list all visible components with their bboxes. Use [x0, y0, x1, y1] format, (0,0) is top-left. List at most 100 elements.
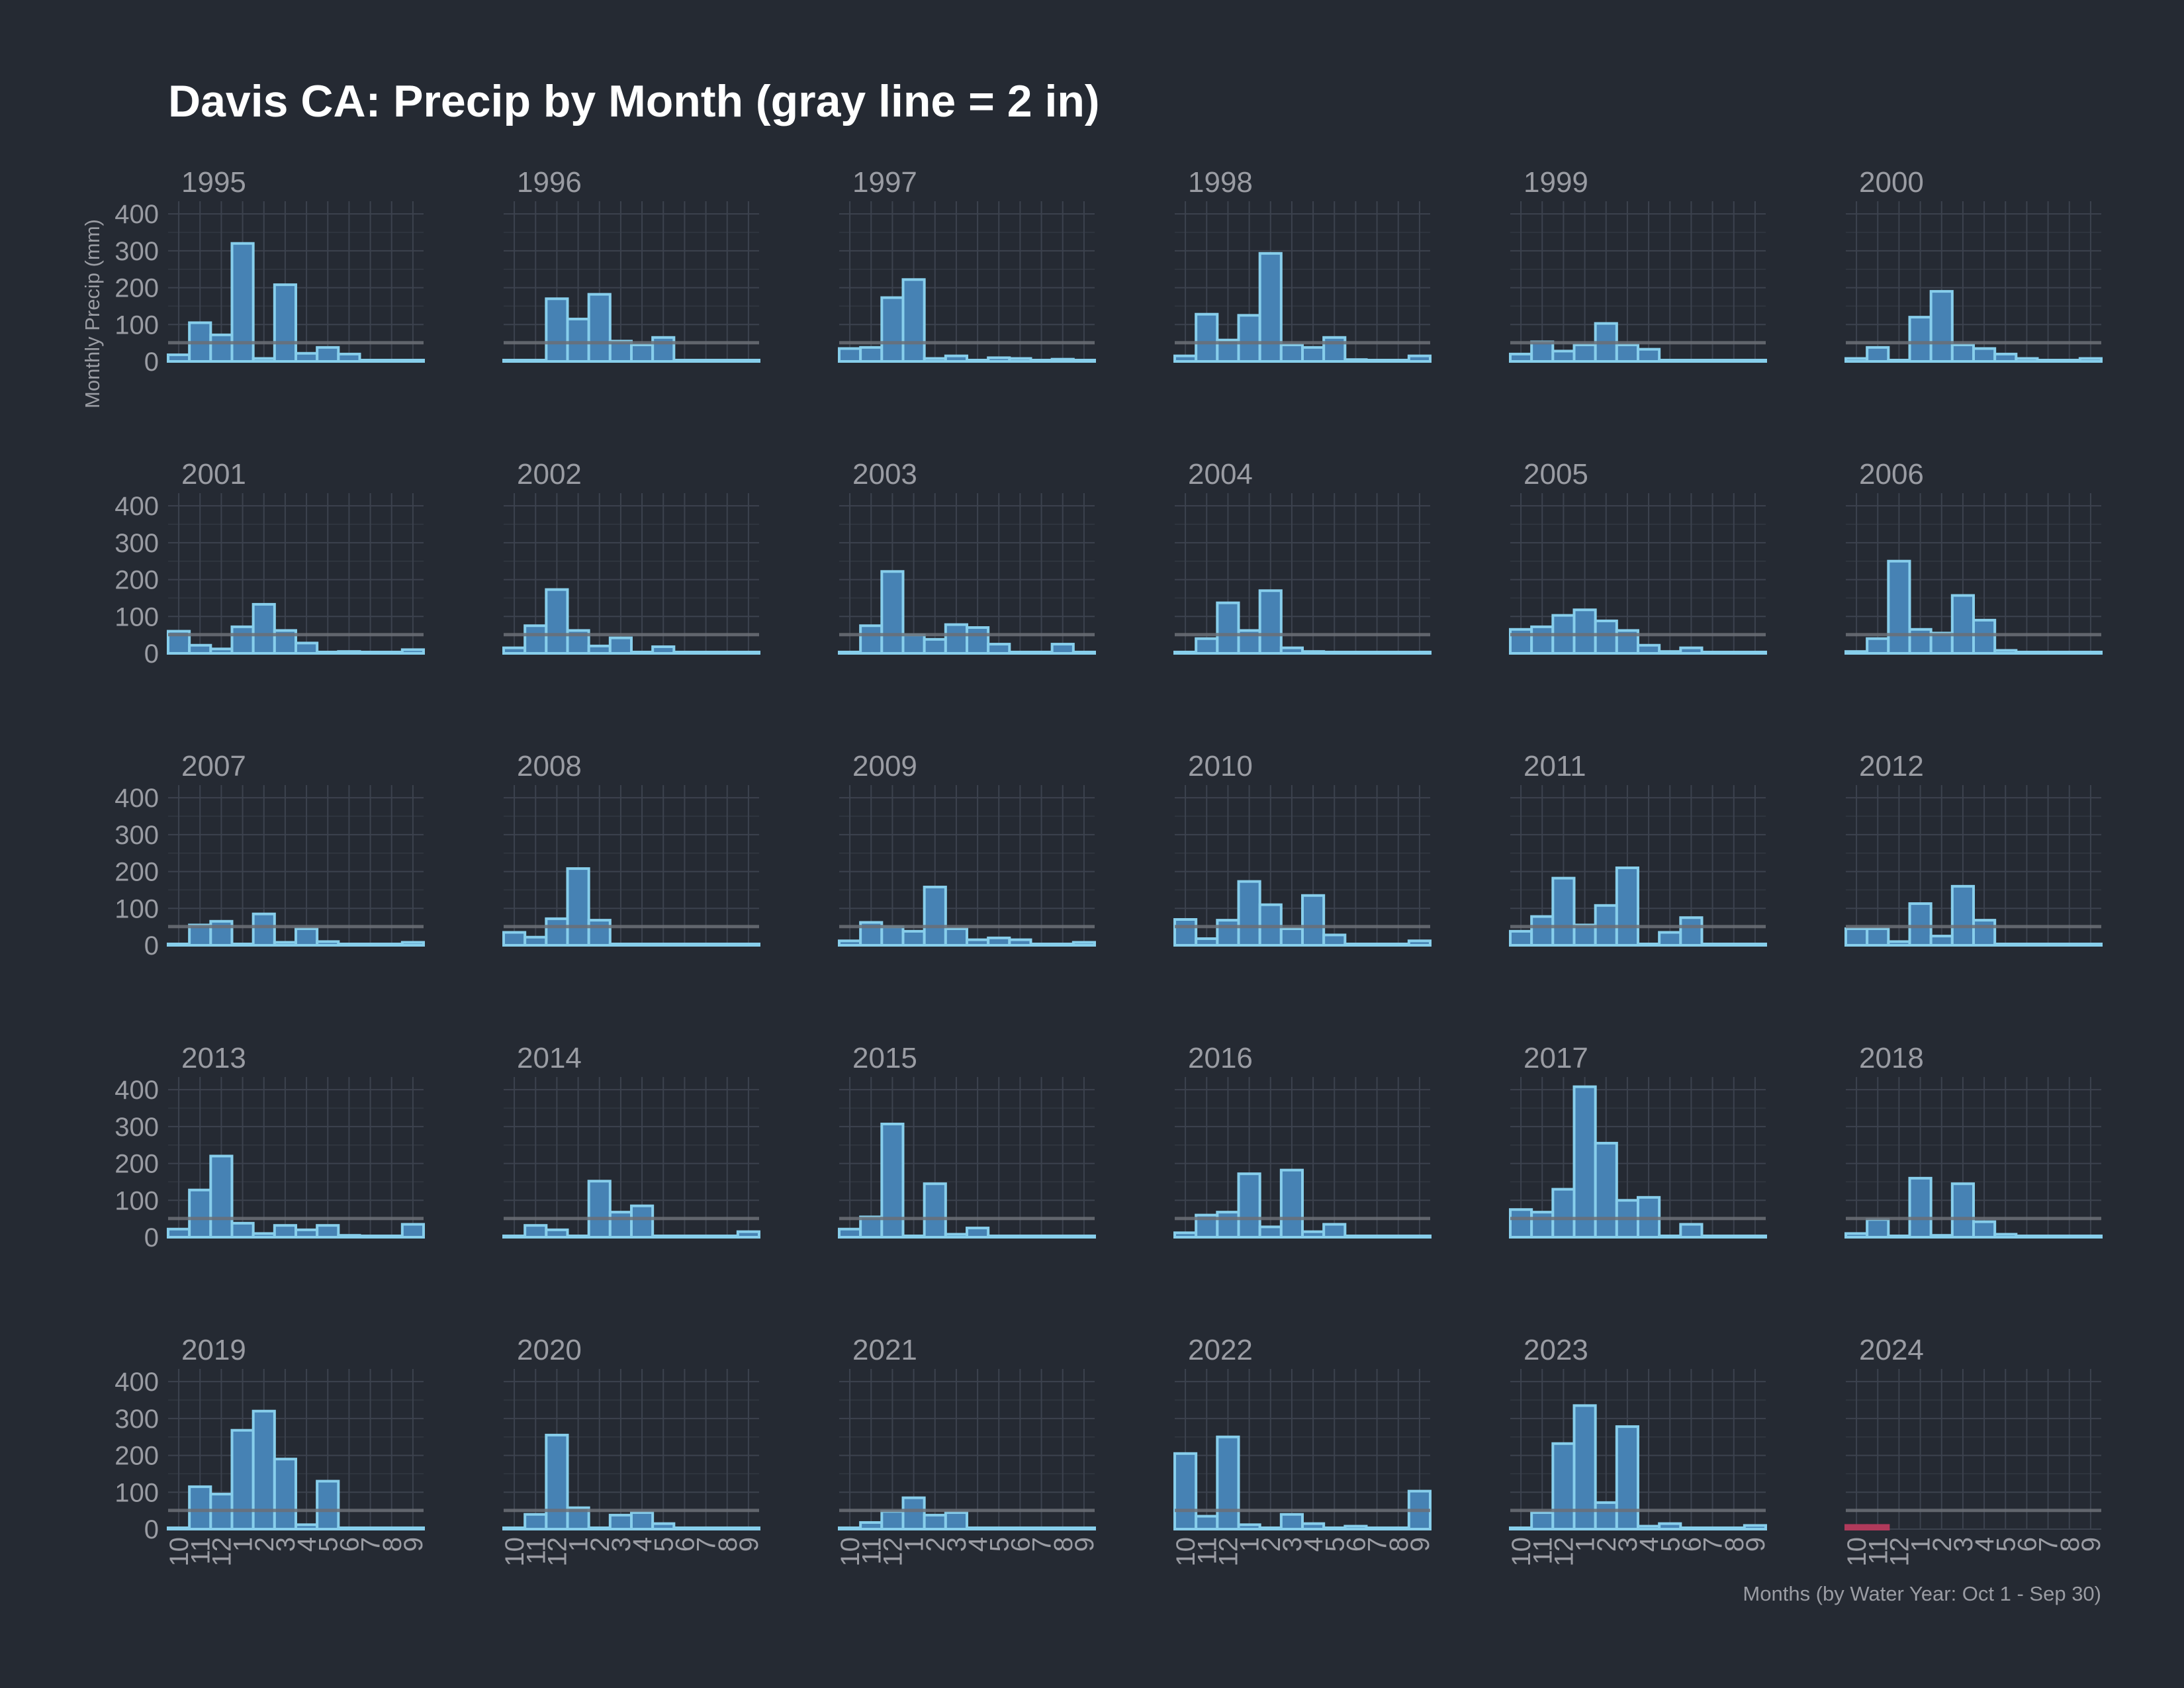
y-tick-label: 200 — [114, 566, 159, 595]
bar-2013-m11 — [188, 1188, 212, 1239]
x-tick-label: 3 — [1614, 1537, 1643, 1552]
bar-2011-m7 — [1700, 943, 1725, 947]
bar-2017-m12 — [1551, 1188, 1576, 1239]
panel-2018: 2018 — [1844, 1042, 2103, 1239]
bar-2002-m8 — [715, 651, 739, 655]
x-tick-label: 12 — [1549, 1537, 1578, 1567]
y-tick-label: 200 — [114, 1150, 159, 1179]
bar-2009-m6 — [1008, 938, 1032, 947]
bar-2004-m12 — [1216, 601, 1240, 655]
panel-title: 2024 — [1859, 1334, 1924, 1366]
panel-title: 2013 — [181, 1042, 246, 1074]
bar-2004-m4 — [1301, 650, 1326, 655]
bar-2002-m6 — [672, 651, 697, 655]
bar-2010-m4 — [1301, 894, 1326, 947]
panel-1997: 1997 — [838, 166, 1097, 363]
panel-2008: 2008 — [502, 750, 761, 947]
bar-2001-m12 — [209, 647, 234, 655]
bar-2014-m2 — [587, 1180, 612, 1239]
x-tick-label: 5 — [1656, 1537, 1685, 1552]
x-tick-label: 11 — [186, 1537, 215, 1565]
x-tick-label: 11 — [857, 1537, 886, 1565]
bar-2020-m5 — [651, 1522, 676, 1530]
bar-1998-m3 — [1279, 343, 1304, 363]
bar-1998-m1 — [1237, 314, 1261, 363]
bar-2022-m8 — [1386, 1526, 1410, 1530]
x-tick-label: 9 — [1070, 1537, 1099, 1552]
panel-title: 2000 — [1859, 166, 1924, 199]
bar-2014-m4 — [630, 1204, 655, 1239]
bar-2013-m8 — [379, 1235, 404, 1239]
y-tick-label: 400 — [114, 1076, 159, 1105]
bar-1995-m4 — [295, 352, 319, 363]
x-tick-label: 6 — [2013, 1537, 2042, 1552]
bar-2002-m2 — [587, 644, 612, 655]
bar-1998-m9 — [1407, 354, 1432, 363]
bar-2019-m8 — [379, 1526, 404, 1530]
bar-1995-m6 — [337, 352, 361, 363]
bar-2013-m7 — [358, 1235, 383, 1239]
bar-1997-m9 — [1071, 359, 1097, 363]
bar-2009-m7 — [1029, 943, 1054, 947]
panel-title: 1997 — [852, 166, 917, 199]
bar-2011-m11 — [1530, 915, 1555, 947]
bar-2001-m8 — [379, 651, 404, 655]
bar-1995-m3 — [273, 283, 298, 363]
x-tick-label: 10 — [836, 1537, 865, 1567]
x-tick-label: 7 — [1363, 1537, 1392, 1552]
bar-2005-m7 — [1700, 651, 1725, 655]
panel-1995: 1995 0 100 200 300 400 — [114, 166, 425, 377]
y-tick-label: 300 — [114, 821, 159, 850]
bar-2010-m9 — [1407, 939, 1432, 947]
panel-title: 2004 — [1188, 458, 1253, 491]
panel-2000: 2000 — [1844, 166, 2103, 363]
panel-2001: 2001 0 100 200 300 400 — [114, 458, 425, 669]
bar-2022-m5 — [1322, 1526, 1347, 1530]
bar-2012-m3 — [1950, 884, 1975, 947]
bar-2008-m1 — [566, 867, 590, 947]
bar-2003-m4 — [966, 626, 990, 655]
bar-1997-m3 — [944, 354, 969, 363]
bar-2011-m12 — [1551, 876, 1576, 947]
bar-2015-m1 — [901, 1235, 926, 1239]
x-tick-label: 10 — [1171, 1537, 1201, 1567]
panel-2012: 2012 — [1844, 750, 2103, 947]
bar-2016-m4 — [1301, 1230, 1326, 1239]
bar-1997-m11 — [859, 346, 884, 363]
bar-2001-m6 — [337, 650, 361, 655]
bar-2004-m6 — [1343, 651, 1368, 655]
panel-title: 1995 — [181, 166, 246, 199]
bar-2005-m1 — [1572, 608, 1597, 655]
x-tick-label: 6 — [1677, 1537, 1706, 1552]
x-tick-label: 5 — [1991, 1537, 2021, 1552]
bar-2014-m1 — [566, 1235, 590, 1239]
bar-2005-m8 — [1721, 651, 1746, 655]
bar-2001-m2 — [251, 602, 276, 655]
bar-2019-m5 — [316, 1479, 340, 1531]
bar-2004-m9 — [1407, 651, 1432, 655]
x-tick-label: 12 — [878, 1537, 907, 1567]
panel-title: 2003 — [852, 458, 917, 491]
bar-2017-m8 — [1721, 1235, 1746, 1239]
x-tick-label: 4 — [1970, 1537, 1999, 1552]
bar-2008-m2 — [587, 919, 612, 947]
x-tick-label: 3 — [1278, 1537, 1307, 1552]
bar-2002-m10 — [502, 646, 527, 655]
bar-2012-m5 — [1993, 943, 2018, 947]
bar-2006-m5 — [1993, 649, 2018, 655]
bar-1999-m8 — [1721, 359, 1746, 363]
bar-2019-m3 — [273, 1458, 298, 1530]
panel-title: 2011 — [1524, 750, 1586, 782]
bar-2017-m1 — [1572, 1085, 1597, 1239]
bar-2008-m7 — [694, 943, 718, 947]
bar-2013-m2 — [251, 1232, 276, 1239]
bar-2002-m9 — [736, 651, 761, 655]
bar-1996-m9 — [736, 359, 761, 363]
bar-1996-m2 — [587, 293, 612, 363]
bar-2004-m8 — [1386, 651, 1410, 655]
bar-2005-m6 — [1679, 646, 1704, 655]
bar-1997-m5 — [987, 356, 1011, 363]
